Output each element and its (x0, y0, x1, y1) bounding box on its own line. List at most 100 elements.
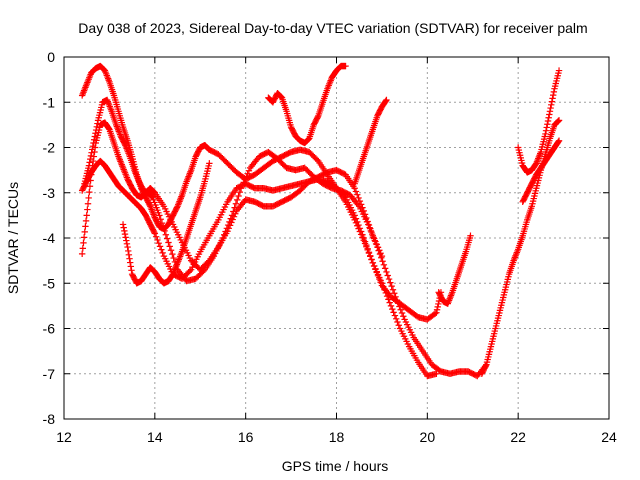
data-point (85, 194, 92, 202)
y-tick-label: -7 (43, 366, 56, 382)
y-tick-label: -6 (43, 321, 56, 337)
data-point (90, 153, 98, 160)
data-point (84, 206, 91, 213)
data-point (549, 95, 556, 102)
chart-title: Day 038 of 2023, Sidereal Day-to-day VTE… (78, 20, 587, 36)
series-4 (78, 157, 386, 282)
data-point (120, 224, 127, 231)
x-tick-label: 20 (420, 429, 436, 445)
data-point (550, 91, 557, 99)
data-point (152, 233, 160, 240)
data-point (91, 144, 99, 151)
data-point (224, 228, 231, 235)
data-point (364, 218, 371, 225)
data-point (150, 188, 157, 195)
data-point (383, 292, 391, 300)
data-point (385, 275, 393, 283)
data-point (236, 188, 244, 196)
data-point (78, 250, 86, 258)
data-point (105, 125, 112, 132)
data-point (433, 306, 441, 313)
data-point (365, 221, 372, 228)
data-point (81, 228, 88, 236)
data-point (206, 160, 213, 167)
data-point (382, 97, 390, 105)
data-point (394, 300, 402, 307)
data-point (435, 300, 442, 308)
data-point (186, 267, 194, 275)
data-point (150, 228, 158, 236)
data-point (155, 239, 162, 247)
data-point (88, 149, 95, 156)
series-8 (435, 232, 474, 307)
data-point (122, 234, 129, 241)
data-point (161, 227, 168, 235)
data-point (387, 279, 394, 286)
data-point (123, 237, 130, 244)
data-point (314, 113, 321, 121)
data-point (431, 310, 439, 317)
data-point (121, 140, 128, 148)
x-tick-label: 16 (238, 429, 254, 445)
data-point (555, 117, 562, 125)
data-point (482, 362, 489, 370)
data-point (394, 318, 401, 326)
data-point (158, 219, 166, 227)
data-point (380, 261, 388, 269)
data-point (550, 88, 558, 96)
data-point (359, 234, 366, 241)
series-7 (351, 96, 390, 187)
y-tick-label: -4 (43, 230, 56, 246)
data-point (359, 204, 366, 211)
data-point (146, 201, 153, 209)
data-point (368, 256, 375, 263)
data-point (354, 191, 361, 198)
data-point (229, 216, 236, 223)
data-point (230, 213, 238, 220)
series-3 (78, 119, 440, 380)
data-point (367, 253, 374, 260)
data-point (545, 114, 552, 121)
data-point (244, 170, 251, 177)
data-point (387, 302, 395, 310)
data-point (377, 249, 384, 257)
data-point (542, 127, 550, 134)
data-point (378, 254, 385, 261)
data-point (352, 219, 360, 227)
series-11 (519, 137, 563, 205)
data-point (157, 216, 164, 223)
data-point (370, 262, 378, 269)
data-point (373, 268, 380, 275)
data-point (354, 222, 361, 229)
data-point (156, 243, 164, 250)
data-point (395, 322, 402, 329)
data-point (156, 212, 163, 219)
data-point (128, 267, 135, 274)
data-point (93, 123, 100, 131)
data-point (389, 286, 397, 293)
data-point (365, 249, 373, 257)
series-5 (119, 160, 213, 287)
data-point (159, 249, 166, 257)
data-point (234, 196, 241, 204)
data-point (158, 246, 165, 253)
data-point (368, 228, 375, 236)
data-point (547, 104, 554, 112)
data-point (369, 232, 377, 239)
data-point (356, 197, 364, 205)
data-point (377, 277, 384, 284)
data-point (396, 303, 403, 310)
data-point (89, 157, 97, 165)
data-point (434, 303, 441, 311)
data-point (542, 130, 549, 138)
series-9 (478, 117, 563, 377)
data-point (80, 234, 88, 241)
data-point (400, 313, 407, 320)
data-point (380, 283, 387, 290)
x-axis-label: GPS time / hours (282, 458, 389, 474)
data-point (467, 232, 474, 239)
data-point (381, 265, 389, 272)
data-point (355, 194, 362, 202)
data-point (160, 223, 167, 231)
data-point (243, 173, 250, 180)
